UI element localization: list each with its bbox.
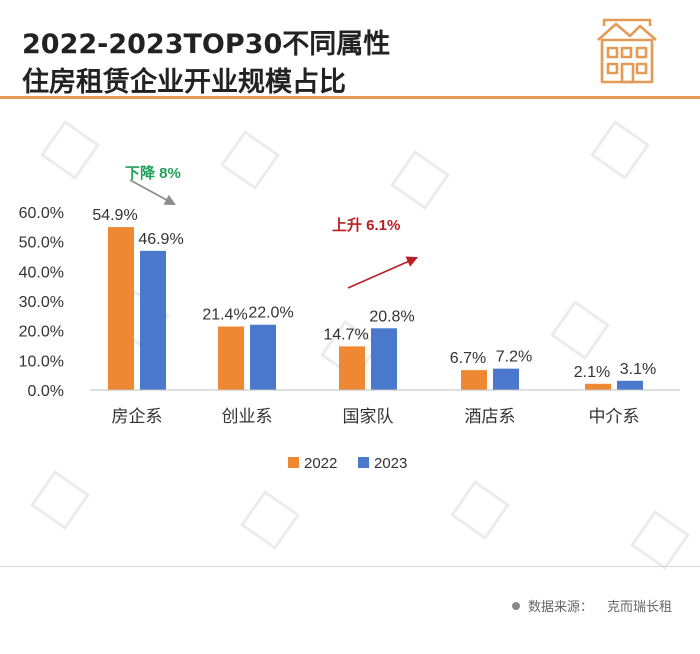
bar-2023-创业系 bbox=[250, 324, 276, 390]
chart-title: 2022-2023TOP30不同属性 住房租赁企业开业规模占比 bbox=[22, 26, 390, 102]
x-tick-label: 创业系 bbox=[222, 407, 273, 426]
data-label-2023-酒店系: 7.2% bbox=[496, 349, 532, 366]
legend-swatch-2023 bbox=[358, 457, 369, 468]
trend-down-arrow bbox=[129, 179, 176, 206]
bar-2023-国家队 bbox=[371, 328, 397, 390]
title-line-1: 2022-2023TOP30不同属性 bbox=[22, 29, 391, 60]
bullet-icon bbox=[511, 601, 520, 610]
x-tick-label: 国家队 bbox=[343, 407, 394, 426]
header-divider bbox=[0, 96, 700, 99]
trend-up-arrow bbox=[347, 256, 419, 289]
bar-2022-创业系 bbox=[218, 326, 244, 390]
bar-2022-中介系 bbox=[585, 383, 611, 390]
legend-swatch-2022 bbox=[288, 457, 299, 468]
source-note: 数据来源： 克而瑞长租 bbox=[511, 596, 672, 615]
y-tick-label: 40.0% bbox=[19, 264, 64, 281]
data-label-2022-国家队: 14.7% bbox=[323, 326, 368, 343]
legend-label-2023: 2023 bbox=[374, 455, 407, 472]
data-label-2023-创业系: 22.0% bbox=[248, 305, 293, 322]
data-label-2022-酒店系: 6.7% bbox=[450, 350, 486, 367]
data-label-2023-房企系: 46.9% bbox=[138, 231, 183, 248]
y-tick-label: 0.0% bbox=[28, 383, 64, 400]
bar-2022-房企系 bbox=[108, 227, 134, 390]
data-label-2022-中介系: 2.1% bbox=[574, 364, 610, 381]
y-tick-label: 20.0% bbox=[19, 324, 64, 341]
source-label: 数据来源： bbox=[527, 600, 593, 615]
data-label-2022-房企系: 54.9% bbox=[92, 207, 137, 224]
bar-2023-中介系 bbox=[617, 380, 643, 390]
trend-down-label: 下降 8% bbox=[125, 164, 181, 182]
footer-divider bbox=[0, 566, 700, 567]
data-label-2023-中介系: 3.1% bbox=[620, 361, 656, 378]
bar-2022-国家队 bbox=[339, 346, 365, 390]
data-label-2022-创业系: 21.4% bbox=[202, 307, 247, 324]
bar-2023-房企系 bbox=[140, 250, 166, 390]
data-label-2023-国家队: 20.8% bbox=[369, 308, 414, 325]
y-tick-label: 60.0% bbox=[19, 205, 64, 222]
bar-2023-酒店系 bbox=[493, 368, 519, 390]
trend-up-label: 上升 6.1% bbox=[332, 217, 400, 234]
x-tick-label: 中介系 bbox=[589, 407, 640, 426]
source-name: 克而瑞长租 bbox=[606, 600, 672, 615]
y-tick-label: 10.0% bbox=[19, 353, 64, 370]
legend: 2022 2023 bbox=[288, 455, 407, 472]
title-line-2: 住房租赁企业开业规模占比 bbox=[22, 67, 346, 98]
y-tick-label: 50.0% bbox=[19, 235, 64, 252]
x-tick-label: 酒店系 bbox=[465, 407, 516, 426]
legend-label-2022: 2022 bbox=[304, 455, 337, 472]
bar-chart: 0.0% 10.0% 20.0% 30.0% 40.0% 50.0% 60.0% 54.9%… bbox=[19, 164, 680, 472]
x-tick-label: 房企系 bbox=[112, 407, 163, 426]
y-tick-label: 30.0% bbox=[19, 294, 64, 311]
bar-2022-酒店系 bbox=[461, 370, 487, 390]
house-icon bbox=[597, 18, 657, 84]
